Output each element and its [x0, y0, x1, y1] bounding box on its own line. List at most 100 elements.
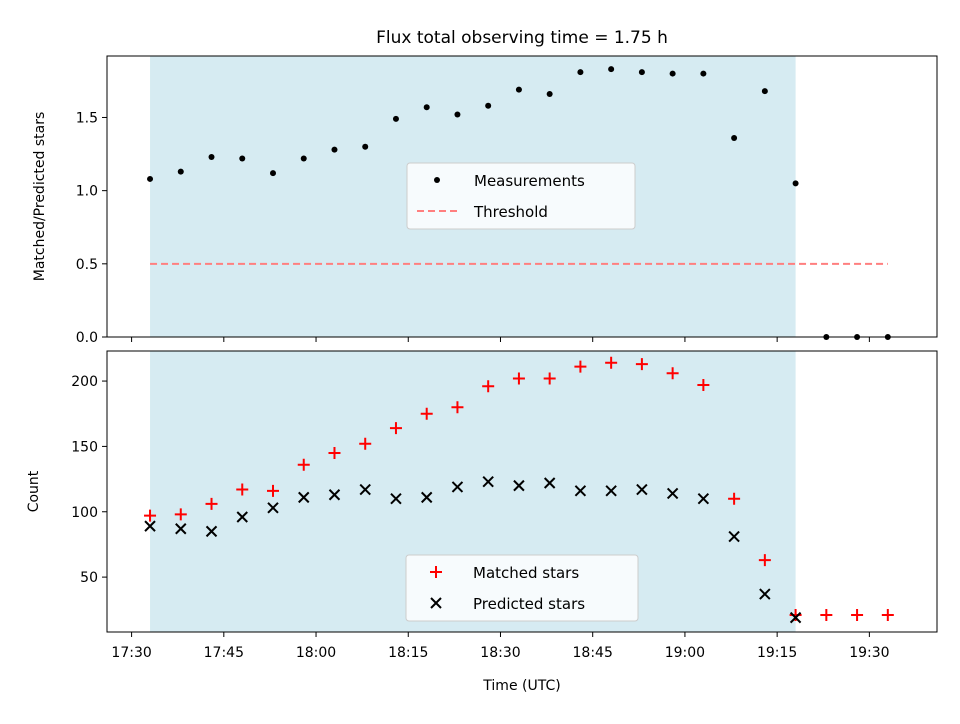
predicted-star-point [267, 502, 279, 514]
predicted-star-point [451, 481, 464, 493]
x-tick-label: 19:00 [665, 645, 705, 661]
predicted-star-point [666, 487, 679, 500]
legend-box [405, 554, 639, 622]
measurement-point [669, 70, 676, 77]
predicted-star-point [574, 485, 587, 497]
measurement-point [577, 69, 584, 76]
matched-star-point [881, 609, 894, 622]
predicted-star-point [205, 525, 218, 538]
measurement-point [300, 155, 307, 162]
measurement-point [454, 111, 461, 118]
matched-star-point [666, 367, 679, 380]
predicted-star-point [482, 475, 494, 488]
matched-star-point [328, 446, 341, 459]
predicted-star-point [144, 520, 156, 532]
measurement-point [731, 134, 738, 141]
predicted-star-point [759, 588, 771, 600]
predicted-star-point [697, 492, 710, 505]
legend-label: Threshold [473, 203, 548, 221]
matched-star-point [236, 483, 249, 496]
matched-star-point [543, 372, 556, 385]
legend-marker-measurements [434, 177, 440, 183]
matched-star-point [482, 380, 495, 393]
x-tick-label: 18:45 [573, 645, 613, 661]
measurement-point [515, 86, 522, 93]
predicted-star-point [420, 491, 433, 504]
matched-star-point [512, 372, 525, 385]
y-axis-label: Count [26, 470, 42, 512]
y-tick-label: 1.0 [76, 184, 98, 200]
legend: Matched stars Predicted stars [405, 554, 639, 622]
count-panel: 50 100 150 200 17:30 17:45 18:00 18:15 18:30 18:4… [26, 350, 938, 661]
legend-label: Measurements [474, 172, 585, 190]
measurement-point [208, 153, 215, 160]
legend-label: Matched stars [473, 564, 579, 582]
measurement-point [392, 115, 399, 122]
y-axis-label: Matched/Predicted stars [32, 112, 48, 282]
measurement-point [608, 66, 615, 73]
matched-star-point [635, 358, 648, 371]
x-tick-label: 19:30 [849, 645, 889, 661]
predicted-star-point [513, 479, 525, 492]
x-tick-label: 18:00 [296, 645, 336, 661]
predicted-star-point [359, 483, 371, 496]
matched-star-point [297, 458, 310, 471]
matched-star-point [728, 492, 741, 505]
predicted-star-point [236, 511, 248, 523]
legend-marker-predicted [430, 597, 442, 609]
measurement-point [331, 146, 338, 153]
measurement-point [270, 170, 276, 177]
x-tick-label: 17:45 [204, 645, 244, 661]
matched-star-point [144, 509, 157, 522]
x-tick-label: 19:15 [757, 645, 797, 661]
measurement-point [638, 69, 645, 76]
y-tick-label: 150 [71, 439, 98, 455]
predicted-star-point [298, 491, 310, 504]
predicted-star-point [390, 492, 402, 505]
ratio-panel: 0.0 0.5 1.0 1.5 Matched/Predicted stars Measu… [32, 55, 938, 346]
matched-star-point [605, 356, 618, 369]
matched-star-point [389, 422, 402, 435]
matched-star-point [851, 609, 864, 622]
matched-star-point [697, 378, 710, 391]
x-tick-label: 17:30 [111, 645, 151, 661]
y-tick-label: 50 [80, 570, 98, 586]
predicted-star-point [543, 477, 556, 489]
plot-frame [106, 55, 938, 338]
y-tick-label: 200 [71, 374, 98, 390]
matched-star-point [267, 484, 279, 497]
x-axis-label: Time (UTC) [482, 678, 560, 694]
y-tick-label: 1.5 [76, 110, 98, 126]
measurement-point [546, 91, 553, 98]
x-tick-label: 18:15 [388, 645, 428, 661]
y-tick-label: 0.0 [76, 330, 98, 346]
measurement-point [177, 168, 184, 175]
legend-label: Predicted stars [473, 595, 585, 613]
measurement-point [239, 155, 246, 162]
measurement-point [792, 180, 799, 187]
legend: Measurements Threshold [406, 162, 636, 230]
measurement-point [423, 104, 430, 111]
matched-star-point [758, 554, 771, 567]
predicted-star-point [728, 530, 740, 543]
measurement-point [761, 88, 768, 95]
matched-star-point [451, 401, 464, 414]
y-tick-label: 100 [71, 505, 98, 521]
measurement-point [147, 175, 154, 182]
measurement-point [362, 143, 369, 150]
y-tick-label: 0.5 [76, 257, 98, 273]
measurement-point [700, 70, 707, 77]
plot-frame [106, 350, 938, 633]
measurement-point [485, 102, 492, 109]
matched-star-point [205, 497, 218, 510]
x-tick-label: 18:30 [480, 645, 520, 661]
predicted-star-point [605, 485, 617, 497]
predicted-star-point [175, 523, 187, 535]
matched-star-point [174, 508, 187, 521]
matched-star-point [574, 360, 587, 373]
predicted-star-point [636, 483, 648, 496]
predicted-star-point [789, 611, 802, 624]
predicted-star-point [328, 489, 341, 501]
chart-title: Flux total observing time = 1.75 h [376, 28, 668, 48]
